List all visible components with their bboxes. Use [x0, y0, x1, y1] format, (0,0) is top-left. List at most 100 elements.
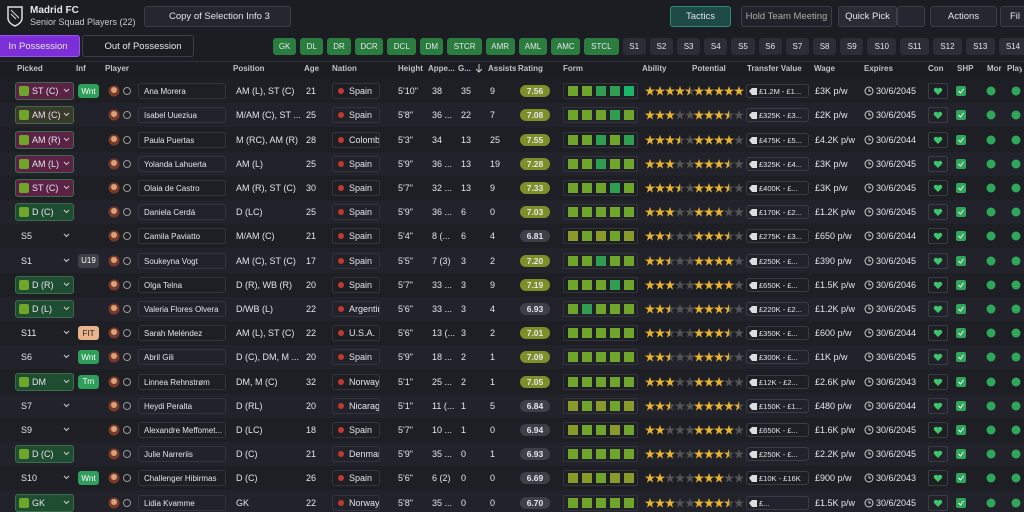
player-name[interactable]: Linnea Rehnstrøm — [138, 373, 226, 390]
column-header[interactable]: G... — [458, 64, 471, 73]
picked-badge[interactable] — [15, 106, 74, 125]
nation-box[interactable] — [332, 421, 380, 438]
transfer-value[interactable]: £150K - £1... — [746, 398, 809, 413]
player-name[interactable]: Lidia Kvamme — [138, 494, 226, 511]
picked-badge[interactable] — [15, 493, 74, 512]
picked-badge[interactable] — [15, 275, 74, 294]
view-dropdown[interactable]: Copy of Selection Info 3 — [144, 6, 291, 27]
transfer-value[interactable]: £170K - £2... — [746, 205, 809, 220]
position-filter[interactable]: DCL — [387, 38, 417, 55]
header-button[interactable]: Tactics — [670, 6, 731, 27]
header-button[interactable]: Actions — [930, 6, 997, 27]
column-header[interactable]: Age — [304, 64, 320, 73]
player-name[interactable]: Daniela Cerdá — [138, 204, 226, 221]
transfer-value[interactable]: £220K - £2... — [746, 301, 809, 316]
column-header[interactable]: Mor — [987, 64, 1002, 73]
position-filter[interactable]: S4 — [704, 38, 728, 55]
row-background[interactable] — [0, 103, 1024, 128]
position-filter[interactable]: S3 — [677, 38, 701, 55]
nation-box[interactable] — [332, 252, 380, 269]
position-filter[interactable]: S6 — [758, 38, 782, 55]
player-name[interactable]: Yolanda Lahuerta — [138, 155, 226, 172]
column-header[interactable]: Con — [928, 64, 944, 73]
nation-box[interactable] — [332, 228, 380, 245]
player-name[interactable]: Abril Gili — [138, 349, 226, 366]
header-button[interactable]: Quick Pick — [838, 6, 897, 27]
row-background[interactable] — [0, 200, 1024, 225]
tab[interactable]: In Possession — [0, 35, 80, 57]
row-background[interactable] — [0, 127, 1024, 152]
nation-box[interactable] — [332, 325, 380, 342]
transfer-value[interactable]: £10K - £16K — [746, 471, 809, 486]
column-header[interactable]: Inf — [76, 64, 86, 73]
transfer-value[interactable]: £325K - £3... — [746, 108, 809, 123]
tab[interactable]: Out of Possession — [82, 35, 194, 57]
nation-box[interactable] — [332, 83, 380, 100]
nation-box[interactable] — [332, 107, 380, 124]
column-header[interactable]: SHP — [957, 64, 974, 73]
row-background[interactable] — [0, 393, 1024, 418]
column-header[interactable]: Potential — [692, 64, 726, 73]
position-filter[interactable]: S8 — [813, 38, 837, 55]
column-header[interactable]: Nation — [332, 64, 357, 73]
transfer-value[interactable]: £650K - £... — [746, 277, 809, 292]
player-name[interactable]: Alexandre Meffomet... — [138, 421, 226, 438]
position-filter[interactable]: DR — [327, 38, 351, 55]
column-header[interactable]: Form — [563, 64, 583, 73]
nation-box[interactable] — [332, 373, 380, 390]
position-filter[interactable]: S2 — [649, 38, 673, 55]
picked-badge[interactable] — [15, 445, 74, 464]
transfer-value[interactable]: £12K - £2... — [746, 374, 809, 389]
nation-box[interactable] — [332, 470, 380, 487]
transfer-value[interactable]: £325K - £4... — [746, 156, 809, 171]
row-background[interactable] — [0, 175, 1024, 200]
row-background[interactable] — [0, 79, 1024, 104]
nation-box[interactable] — [332, 131, 380, 148]
row-background[interactable] — [0, 248, 1024, 273]
column-header[interactable]: Expires — [864, 64, 893, 73]
row-background[interactable] — [0, 321, 1024, 346]
player-name[interactable]: Olaia de Castro — [138, 179, 226, 196]
column-header[interactable]: Player — [105, 64, 130, 73]
row-background[interactable] — [0, 224, 1024, 249]
nation-box[interactable] — [332, 179, 380, 196]
column-header[interactable]: Transfer Value — [747, 64, 802, 73]
position-filter[interactable]: S12 — [933, 38, 962, 55]
player-name[interactable]: Olga Telna — [138, 276, 226, 293]
player-name[interactable]: Camila Paviatto — [138, 228, 226, 245]
nation-box[interactable] — [332, 494, 380, 511]
transfer-value[interactable]: £... — [746, 495, 809, 510]
nation-box[interactable] — [332, 276, 380, 293]
nation-box[interactable] — [332, 446, 380, 463]
position-filter[interactable]: S5 — [731, 38, 755, 55]
position-filter[interactable]: STCR — [447, 38, 482, 55]
split-dropdown[interactable] — [897, 6, 925, 27]
column-header[interactable]: Appe... — [428, 64, 455, 73]
column-header[interactable]: Rating — [518, 64, 543, 73]
position-filter[interactable]: AML — [518, 38, 548, 55]
player-name[interactable]: Paula Puertas — [138, 131, 226, 148]
column-header[interactable]: Assists — [488, 64, 516, 73]
position-filter[interactable]: S1 — [622, 38, 646, 55]
header-button[interactable]: Hold Team Meeting — [741, 6, 832, 27]
picked-badge[interactable] — [15, 154, 74, 173]
column-header[interactable]: Position — [233, 64, 265, 73]
header-button[interactable]: Fil — [1000, 6, 1024, 27]
player-name[interactable]: Ana Morera — [138, 83, 226, 100]
transfer-value[interactable]: £650K - £... — [746, 422, 809, 437]
row-background[interactable] — [0, 151, 1024, 176]
position-filter[interactable]: S9 — [840, 38, 864, 55]
row-background[interactable] — [0, 442, 1024, 467]
player-name[interactable]: Heydi Peralta — [138, 397, 226, 414]
position-filter[interactable]: S11 — [900, 38, 929, 55]
picked-badge[interactable] — [15, 130, 74, 149]
position-filter[interactable]: AMR — [485, 38, 515, 55]
row-background[interactable] — [0, 345, 1024, 370]
picked-badge[interactable] — [15, 299, 74, 318]
nation-box[interactable] — [332, 397, 380, 414]
nation-box[interactable] — [332, 300, 380, 317]
nation-box[interactable] — [332, 204, 380, 221]
picked-badge[interactable] — [15, 203, 74, 222]
transfer-value[interactable]: £250K - £... — [746, 253, 809, 268]
column-header[interactable]: Wage — [814, 64, 836, 73]
